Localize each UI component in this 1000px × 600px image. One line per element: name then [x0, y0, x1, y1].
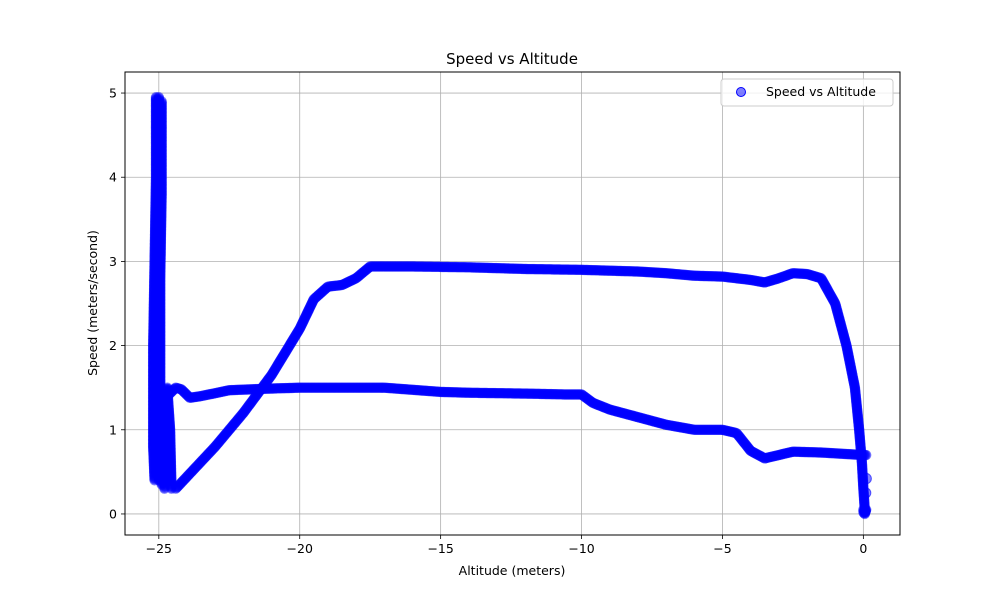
legend-marker — [736, 87, 746, 97]
y-axis: 0 1 2 3 4 5 — [109, 86, 125, 521]
plot-frame — [124, 71, 901, 536]
data-point — [858, 507, 869, 518]
x-tick-label: −15 — [427, 541, 453, 556]
x-tick-label: −25 — [146, 541, 172, 556]
chart-title: Speed vs Altitude — [446, 50, 578, 68]
legend: Speed vs Altitude — [720, 78, 894, 107]
data-point — [860, 472, 872, 485]
x-tick-label: −5 — [713, 541, 731, 556]
plot-data — [147, 92, 872, 520]
y-tick-label: 4 — [109, 170, 117, 185]
x-tick-label: −20 — [287, 541, 313, 556]
legend-box — [720, 78, 894, 107]
grid — [125, 72, 900, 535]
data-point — [859, 487, 872, 499]
y-tick-label: 5 — [109, 86, 117, 101]
y-tick-label: 2 — [109, 338, 117, 353]
y-tick-label: 3 — [109, 254, 117, 269]
y-tick-label: 1 — [109, 422, 117, 437]
x-tick-label: 0 — [859, 541, 867, 556]
y-tick-label: 0 — [109, 506, 117, 521]
x-axis: −25 −20 −15 −10 −5 0 — [146, 535, 867, 556]
y-axis-label: Speed (meters/second) — [85, 230, 100, 376]
legend-label: Speed vs Altitude — [766, 84, 876, 99]
x-axis-label: Altitude (meters) — [459, 563, 566, 578]
x-tick-label: −10 — [568, 541, 594, 556]
